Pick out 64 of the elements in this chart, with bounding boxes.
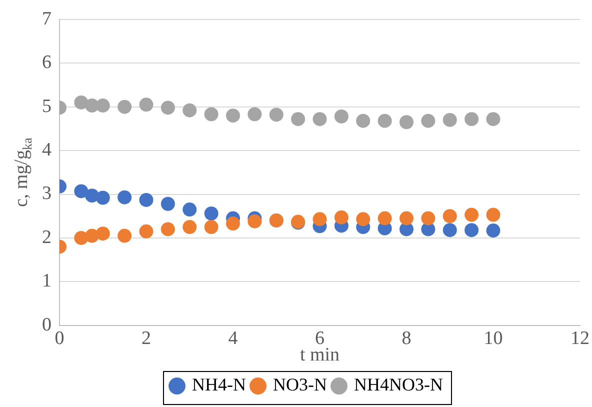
- point: [182, 103, 197, 118]
- y-tick-label: 5: [42, 96, 52, 117]
- point: [486, 224, 500, 238]
- point: [464, 112, 479, 126]
- point: [96, 98, 110, 113]
- point: [356, 114, 370, 128]
- point: [96, 226, 110, 241]
- point: [204, 206, 218, 220]
- point: [139, 224, 154, 238]
- y-tick-label: 7: [42, 8, 52, 30]
- point: [139, 98, 154, 112]
- point: [334, 210, 348, 224]
- point: [334, 109, 348, 124]
- point: [486, 208, 500, 222]
- x-tick-label: 12: [570, 328, 590, 349]
- y-tick-label: 1: [42, 270, 52, 292]
- point: [139, 192, 154, 207]
- legend-label: NH4-N: [192, 374, 246, 395]
- y-tick-label: 2: [42, 226, 52, 248]
- legend-label: NO3-N: [273, 374, 328, 395]
- y-tick-label: 4: [42, 140, 52, 161]
- legend-label: NH4NO3-N: [354, 374, 443, 395]
- point: [486, 112, 500, 126]
- point: [356, 212, 370, 226]
- x-tick-label: 4: [228, 328, 238, 349]
- point: [182, 220, 197, 234]
- point: [160, 222, 175, 236]
- x-tick-label: 2: [142, 328, 151, 349]
- point: [464, 208, 479, 222]
- point: [400, 211, 414, 226]
- point: [378, 211, 392, 226]
- point: [226, 108, 240, 123]
- point: [248, 107, 262, 122]
- y-tick-label: 6: [42, 52, 52, 74]
- y-tick-label: 3: [42, 183, 52, 204]
- point: [96, 190, 110, 205]
- point: [464, 223, 479, 238]
- point: [312, 112, 327, 126]
- point: [312, 212, 327, 226]
- point: [442, 209, 457, 224]
- point: [248, 214, 262, 228]
- point: [182, 202, 197, 217]
- point: [442, 112, 457, 127]
- point: [74, 95, 88, 110]
- point: [118, 228, 132, 243]
- point: [204, 220, 218, 234]
- point: [160, 100, 175, 115]
- point: [421, 114, 436, 128]
- point: [291, 112, 306, 126]
- point: [400, 115, 414, 130]
- point: [118, 100, 132, 114]
- point: [378, 114, 392, 128]
- point: [118, 190, 132, 204]
- point: [226, 216, 240, 231]
- point: [421, 211, 436, 226]
- point: [204, 107, 218, 122]
- x-tick-label: 8: [402, 328, 412, 349]
- y-axis-title: c, mg/gka: [10, 138, 34, 208]
- point: [442, 223, 457, 238]
- y-tick-label: 0: [42, 314, 52, 336]
- point: [74, 184, 88, 198]
- point: [269, 108, 284, 122]
- x-tick-label: 10: [484, 328, 503, 349]
- point: [160, 196, 175, 211]
